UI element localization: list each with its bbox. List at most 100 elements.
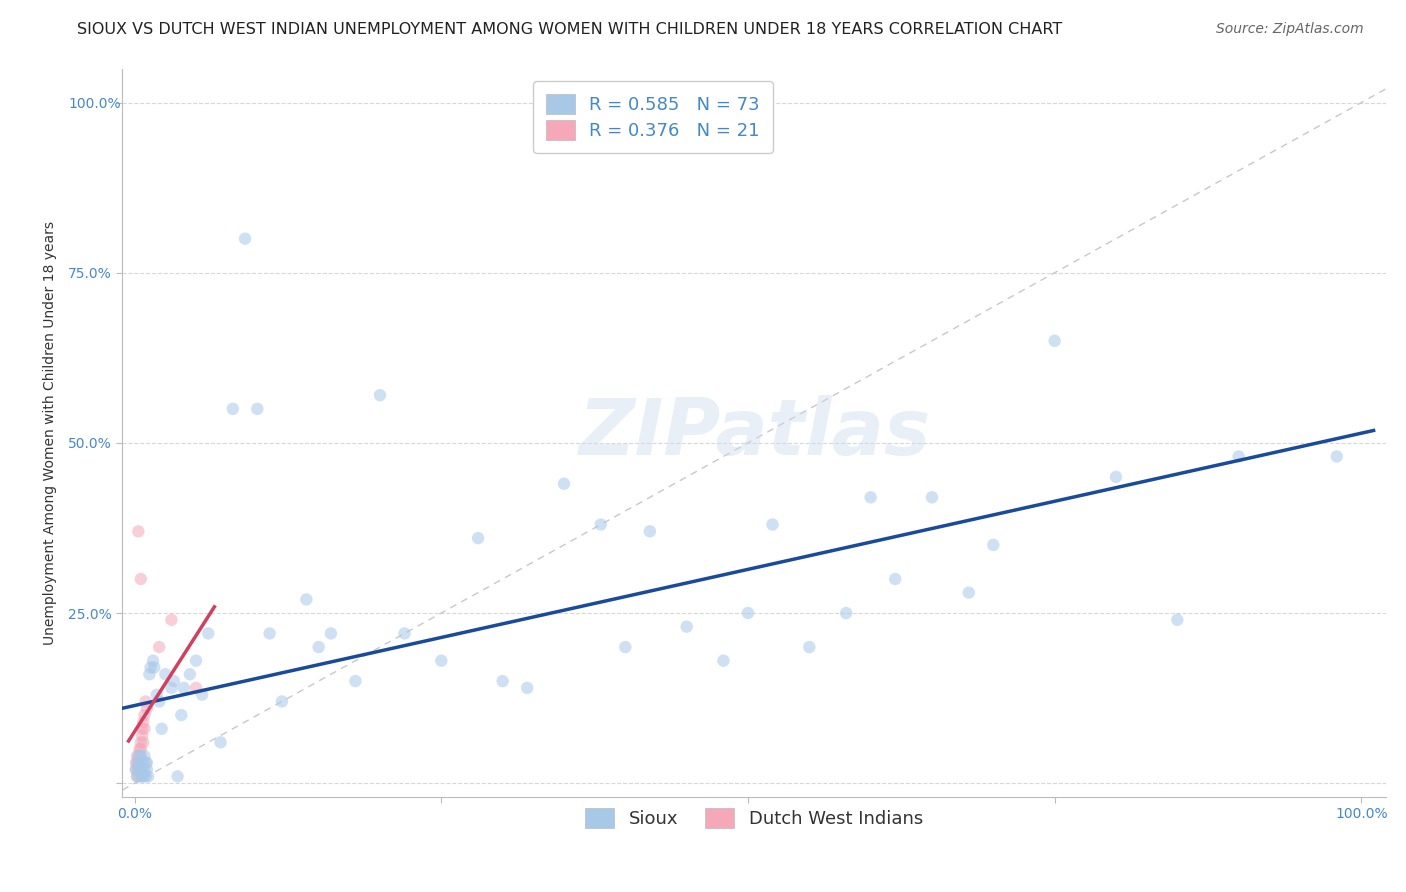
Point <box>134 708 156 723</box>
Point <box>131 722 153 736</box>
Point <box>127 769 149 783</box>
Point <box>155 667 177 681</box>
Point <box>761 517 783 532</box>
Point <box>127 748 149 763</box>
Point <box>145 688 167 702</box>
Point <box>135 756 157 770</box>
Point <box>125 756 148 770</box>
Point <box>129 748 152 763</box>
Point <box>132 714 155 729</box>
Point <box>1105 470 1128 484</box>
Point <box>516 681 538 695</box>
Point <box>1326 450 1348 464</box>
Point <box>127 756 149 770</box>
Text: ZIPatlas: ZIPatlas <box>578 394 931 471</box>
Point <box>1043 334 1066 348</box>
Point <box>136 769 159 783</box>
Point <box>129 763 152 777</box>
Point <box>859 491 882 505</box>
Point <box>139 660 162 674</box>
Point <box>184 681 207 695</box>
Point <box>127 524 149 539</box>
Point <box>430 654 453 668</box>
Point <box>134 763 156 777</box>
Point <box>128 769 150 783</box>
Point <box>127 769 149 783</box>
Point <box>125 763 148 777</box>
Point <box>166 769 188 783</box>
Point <box>799 640 821 654</box>
Point <box>233 232 256 246</box>
Point <box>129 572 152 586</box>
Point <box>835 606 858 620</box>
Point <box>129 735 152 749</box>
Point <box>131 729 153 743</box>
Point <box>368 388 391 402</box>
Point <box>134 748 156 763</box>
Point <box>129 742 152 756</box>
Point <box>143 660 166 674</box>
Point <box>246 401 269 416</box>
Point <box>191 688 214 702</box>
Point <box>128 748 150 763</box>
Point <box>142 654 165 668</box>
Point <box>492 674 515 689</box>
Point <box>127 748 149 763</box>
Point <box>160 681 183 695</box>
Point <box>136 756 159 770</box>
Point <box>981 538 1004 552</box>
Point <box>136 701 159 715</box>
Point <box>127 756 149 770</box>
Point <box>135 769 157 783</box>
Point <box>150 722 173 736</box>
Text: SIOUX VS DUTCH WEST INDIAN UNEMPLOYMENT AMONG WOMEN WITH CHILDREN UNDER 18 YEARS: SIOUX VS DUTCH WEST INDIAN UNEMPLOYMENT … <box>77 22 1063 37</box>
Point <box>638 524 661 539</box>
Point <box>132 735 155 749</box>
Point <box>259 626 281 640</box>
Point <box>173 681 195 695</box>
Point <box>128 742 150 756</box>
Point <box>957 585 980 599</box>
Point <box>295 592 318 607</box>
Point <box>170 708 193 723</box>
Point <box>222 401 245 416</box>
Point <box>209 735 232 749</box>
Point <box>1166 613 1188 627</box>
Point <box>184 654 207 668</box>
Point <box>127 763 149 777</box>
Point <box>713 654 735 668</box>
Point <box>132 769 155 783</box>
Point <box>135 694 157 708</box>
Point <box>553 476 575 491</box>
Point <box>127 763 149 777</box>
Point <box>148 694 170 708</box>
Point <box>270 694 292 708</box>
Text: Source: ZipAtlas.com: Source: ZipAtlas.com <box>1216 22 1364 37</box>
Point <box>131 769 153 783</box>
Point <box>138 667 160 681</box>
Point <box>179 667 201 681</box>
Point <box>128 756 150 770</box>
Point <box>737 606 759 620</box>
Legend: Sioux, Dutch West Indians: Sioux, Dutch West Indians <box>578 801 931 835</box>
Point <box>675 619 697 633</box>
Point <box>884 572 907 586</box>
Point <box>160 613 183 627</box>
Point <box>921 491 943 505</box>
Point <box>197 626 219 640</box>
Point <box>134 722 156 736</box>
Point <box>163 674 186 689</box>
Point <box>344 674 367 689</box>
Y-axis label: Unemployment Among Women with Children Under 18 years: Unemployment Among Women with Children U… <box>44 220 58 645</box>
Point <box>394 626 416 640</box>
Point <box>148 640 170 654</box>
Point <box>125 763 148 777</box>
Point <box>308 640 330 654</box>
Point <box>319 626 342 640</box>
Point <box>132 756 155 770</box>
Point <box>589 517 612 532</box>
Point <box>131 763 153 777</box>
Point <box>614 640 637 654</box>
Point <box>136 763 159 777</box>
Point <box>1227 450 1250 464</box>
